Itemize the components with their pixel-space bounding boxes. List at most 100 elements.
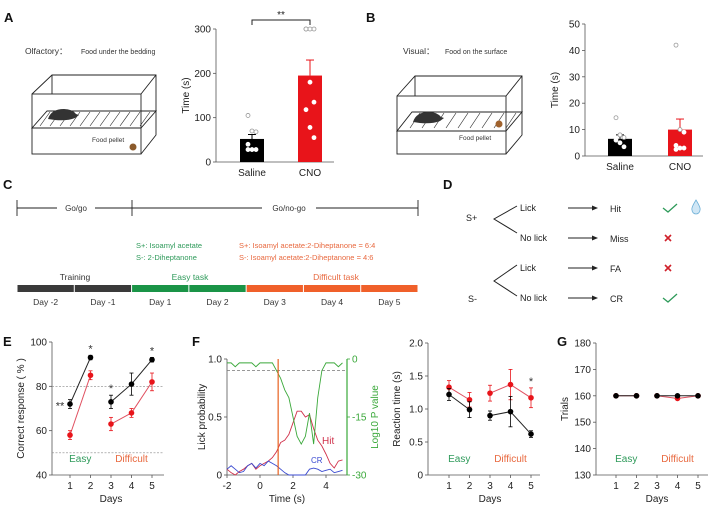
data-point: [87, 354, 94, 361]
x-axis-label: Days: [100, 494, 123, 505]
y-tick-label: 50: [569, 20, 581, 31]
y-tick-label: 20: [569, 99, 581, 110]
x-tick-label: 2: [634, 481, 640, 492]
data-point: [128, 381, 135, 387]
data-point: [311, 26, 317, 32]
y-tick-label: 180: [574, 339, 591, 350]
day-label: Day 4: [321, 297, 343, 307]
day-label: Day 1: [149, 297, 171, 307]
y-tick-label: 80: [36, 382, 48, 393]
data-point: [673, 146, 679, 152]
x-tick-label: 2: [290, 481, 296, 492]
series-label-hit: Hit: [322, 436, 334, 447]
outcome-label: Hit: [610, 204, 621, 214]
stage-training-label: Training: [60, 272, 91, 282]
series-line: [69, 357, 91, 405]
panel-label-d: D: [443, 177, 452, 192]
outcome-label: Miss: [610, 234, 629, 244]
bar-cno: [298, 75, 322, 162]
stage-easy-label: Easy task: [172, 272, 210, 282]
y-axis-label: Correct response ( % ): [16, 358, 27, 459]
difficult-sminus-odor: S-: Isoamyl acetate:2-Diheptanone = 4:6: [239, 253, 373, 262]
x-tick-label: 1: [67, 481, 73, 492]
y-tick-label: 1.5: [409, 372, 423, 383]
cage-illustration-a: Olfactory： Food under the bedding Food p…: [25, 46, 157, 155]
y-tick-label: 0: [216, 471, 222, 482]
bar-cno: [668, 129, 692, 156]
response-label: Lick: [520, 203, 537, 213]
significance-star: *: [88, 343, 93, 355]
series-line: [448, 386, 470, 401]
data-point: [507, 381, 514, 388]
day-bar-segment: [74, 285, 132, 292]
data-point: [446, 391, 452, 398]
outcome-diagram: S+ S- Lick Hit No lick Miss Lick FA No lick CR: [466, 199, 701, 304]
data-point: [128, 410, 135, 416]
easy-sminus-odor: S-: 2-Diheptanone: [136, 253, 197, 262]
data-point: [528, 394, 534, 401]
data-point: [613, 137, 619, 143]
y-tick-label: 100: [30, 338, 47, 349]
y-tick-label: 300: [194, 25, 211, 36]
y-tick-label: 160: [574, 391, 591, 402]
cage-illustration-b: Visual： Food on the surface Food pellet: [396, 46, 523, 155]
y-tick-label: 10: [569, 125, 581, 136]
series-line: [448, 394, 470, 411]
y-tick-label: 170: [574, 365, 591, 376]
data-point: [245, 141, 251, 147]
data-point: [303, 26, 309, 32]
group-label-easy: Easy: [448, 454, 470, 465]
y-tick-label: 1.0: [208, 355, 222, 366]
x-tick-label: 4: [675, 481, 681, 492]
trace-cr: [226, 460, 343, 476]
food-pellet-label: Food pellet: [459, 135, 491, 142]
bar-chart-a: 0 100 200 300 Time (s) Saline CNO **: [181, 10, 334, 179]
group-label-easy: Easy: [615, 454, 637, 465]
panel-label-a: A: [4, 10, 14, 25]
data-point: [613, 115, 619, 121]
x-tick-label: CNO: [299, 168, 321, 179]
food-pellet-icon: [495, 120, 503, 128]
y-tick-label: 200: [194, 69, 211, 80]
y-tick-label: 140: [574, 444, 591, 455]
x-tick-label: 2: [467, 481, 473, 492]
data-point: [466, 396, 473, 403]
day-label: Day -1: [90, 297, 115, 307]
food-pellet-icon: [129, 143, 137, 151]
day-bar-segment: [361, 285, 418, 292]
data-point: [617, 132, 623, 138]
data-point: [67, 401, 73, 407]
data-point: [613, 393, 619, 399]
x-tick-label: 1: [613, 481, 619, 492]
phase-go-go: Go/go: [65, 204, 87, 213]
phase-go-no-go: Go/no-go: [272, 204, 306, 213]
protocol-timeline: Go/go Go/no-go S+: Isoamyl acetate S-: 2…: [16, 200, 419, 307]
panel-label-e: E: [3, 334, 12, 349]
y-tick-label: 40: [36, 471, 48, 482]
x-tick-label: 2: [88, 481, 94, 492]
y-axis-label: Time (s): [181, 77, 192, 113]
data-point: [673, 42, 679, 48]
data-point: [487, 390, 493, 396]
water-drop-icon: [691, 199, 701, 215]
stimulus-sminus: S-: [468, 294, 477, 304]
data-point: [528, 431, 534, 437]
y-tick-label: -15: [352, 413, 367, 424]
data-point: [303, 107, 309, 113]
significance-star: *: [150, 346, 155, 358]
y-tick-label: 0.5: [208, 413, 222, 424]
arrow-head-icon: [592, 265, 598, 271]
stage-difficult-label: Difficult task: [313, 272, 359, 282]
data-point: [307, 79, 313, 85]
data-point: [311, 99, 317, 105]
data-point: [681, 145, 687, 151]
y-tick-label: 60: [36, 426, 48, 437]
panel-label-f: F: [192, 334, 200, 349]
y-axis-label: Time (s): [550, 72, 561, 108]
data-point: [466, 406, 473, 413]
x-axis-label: Time (s): [269, 494, 305, 505]
data-point: [245, 113, 251, 118]
x-axis-label: Days: [646, 494, 669, 505]
x-tick-label: CNO: [669, 162, 691, 173]
